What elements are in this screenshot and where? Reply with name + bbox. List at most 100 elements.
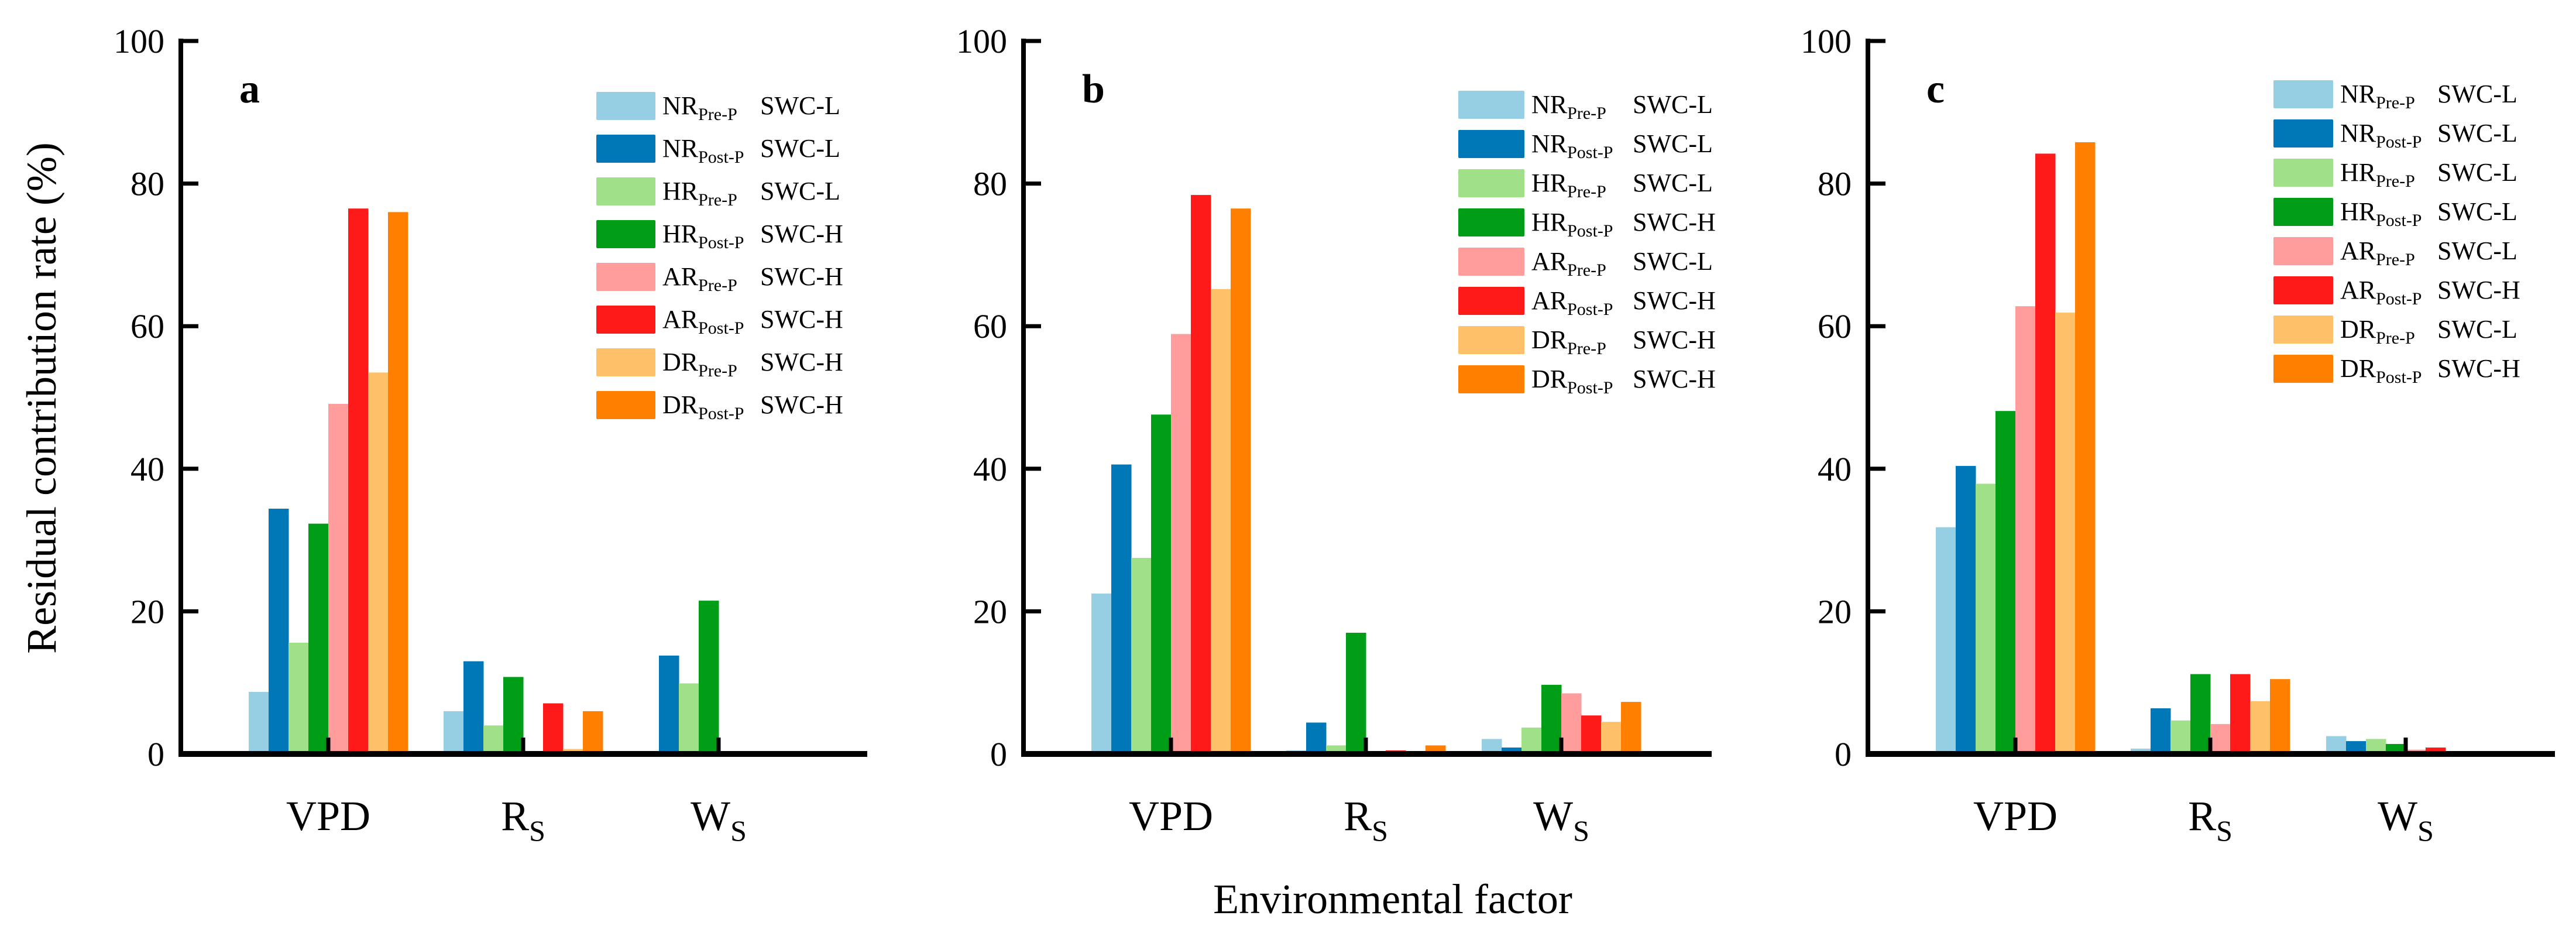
bar-ar-post-p-ws <box>2426 748 2446 754</box>
bar-nr-post-p-ws <box>659 655 679 754</box>
legend-label: HRPre-P <box>1531 169 1606 201</box>
legend-label: DRPre-P <box>662 348 737 380</box>
y-tick-label: 0 <box>1835 735 1852 773</box>
legend-swatch <box>596 263 655 291</box>
legend-item: HRPre-P SWC-L <box>1458 169 1713 201</box>
x-tick-label: RS <box>501 793 545 847</box>
legend-item: DRPre-P SWC-H <box>596 348 843 380</box>
legend-swc-label: SWC-H <box>1633 325 1716 354</box>
bar-hr-post-p-ws <box>1541 684 1562 754</box>
legend-label: NRPost-P <box>662 134 744 167</box>
legend-swc-label: SWC-H <box>760 305 843 334</box>
legend-swatch <box>1458 130 1524 158</box>
y-tick-label: 20 <box>973 592 1007 630</box>
legend-swc-label: SWC-H <box>760 220 843 248</box>
bar-ar-pre-p-vpd <box>1171 334 1191 754</box>
x-tick-label: VPD <box>286 793 370 839</box>
y-tick-label: 80 <box>1818 165 1852 203</box>
legend-swatch <box>2273 198 2333 226</box>
legend-swatch <box>596 135 655 163</box>
legend-swatch <box>2273 119 2333 148</box>
legend-swatch <box>596 92 655 120</box>
legend-swatch <box>2273 316 2333 344</box>
bar-hr-pre-p-vpd <box>1976 484 1996 754</box>
bar-dr-pre-p-vpd <box>1211 289 1231 754</box>
x-tick-label: WS <box>1533 793 1589 847</box>
panel-label: b <box>1082 67 1105 112</box>
y-tick-label: 0 <box>147 735 164 773</box>
bar-hr-pre-p-vpd <box>288 642 309 754</box>
bar-dr-post-p-vpd <box>2075 142 2096 754</box>
bar-nr-post-p-rs <box>463 661 484 754</box>
y-tick-label: 60 <box>130 307 164 345</box>
bar-hr-post-p-vpd <box>1995 411 2016 754</box>
legend-item: HRPre-P SWC-L <box>596 177 840 210</box>
legend-item: HRPost-P SWC-H <box>1458 208 1716 241</box>
bar-hr-pre-p-rs <box>483 725 504 754</box>
bar-hr-pre-p-ws <box>679 683 699 754</box>
legend-item: ARPre-P SWC-L <box>1458 247 1713 280</box>
y-tick-label: 20 <box>1818 592 1852 630</box>
legend-item: ARPre-P SWC-H <box>596 262 843 295</box>
bar-nr-pre-p-rs <box>444 711 464 754</box>
legend-swatch <box>1458 208 1524 236</box>
legend-label: HRPre-P <box>2340 158 2415 191</box>
legend-item: DRPre-P SWC-L <box>2273 315 2517 348</box>
bar-nr-pre-p-vpd <box>249 692 269 754</box>
legend-label: ARPost-P <box>2340 276 2422 308</box>
bar-hr-pre-p-rs <box>2170 720 2191 754</box>
bar-hr-post-p-rs <box>1346 632 1366 754</box>
x-tick-label: RS <box>1344 793 1388 847</box>
legend-label: HRPost-P <box>662 220 744 252</box>
legend-item: HRPost-P SWC-L <box>2273 197 2517 230</box>
legend-swatch <box>2273 355 2333 383</box>
legend-item: DRPost-P SWC-H <box>1458 365 1716 397</box>
y-tick-label: 40 <box>130 450 164 488</box>
legend-label: ARPre-P <box>2340 236 2415 269</box>
bar-nr-post-p-rs <box>2151 708 2171 754</box>
legend-label: DRPost-P <box>1531 365 1613 397</box>
bar-ar-pre-p-vpd <box>328 403 349 754</box>
y-tick-label: 80 <box>973 165 1007 203</box>
bar-hr-pre-p-vpd <box>1131 558 1152 754</box>
y-tick-label: 40 <box>1818 450 1852 488</box>
x-tick-label: WS <box>691 793 747 847</box>
legend-swc-label: SWC-L <box>1633 90 1713 119</box>
legend-swatch <box>2273 237 2333 265</box>
legend-item: HRPre-P SWC-L <box>2273 158 2517 191</box>
y-axis-label: Residual contribution rate (%) <box>18 142 65 654</box>
legend-swatch <box>2273 276 2333 304</box>
legend-label: HRPre-P <box>662 177 737 210</box>
bar-hr-post-p-rs <box>503 677 524 754</box>
legend-swc-label: SWC-L <box>760 91 840 120</box>
legend-label: DRPost-P <box>2340 354 2422 387</box>
y-tick-label: 100 <box>956 22 1007 60</box>
legend-item: HRPost-P SWC-H <box>596 220 843 252</box>
legend-item: NRPre-P SWC-L <box>596 91 840 124</box>
bar-dr-post-p-rs <box>583 711 603 754</box>
legend-swatch <box>596 306 655 334</box>
y-tick-label: 60 <box>1818 307 1852 345</box>
legend-swatch <box>596 391 655 419</box>
legend-swc-label: SWC-H <box>2437 276 2520 304</box>
x-tick-label: VPD <box>1973 793 2058 839</box>
bar-ar-post-p-vpd <box>1191 195 1211 754</box>
legend-swc-label: SWC-L <box>1633 169 1713 197</box>
legend-item: DRPost-P SWC-H <box>2273 354 2520 387</box>
legend-label: DRPre-P <box>2340 315 2415 348</box>
legend-item: ARPost-P SWC-H <box>1458 286 1716 319</box>
legend-swatch <box>2273 159 2333 187</box>
legend-item: NRPost-P SWC-L <box>2273 119 2517 152</box>
y-tick-label: 60 <box>973 307 1007 345</box>
legend-swc-label: SWC-L <box>2437 197 2517 226</box>
legend-label: NRPost-P <box>2340 119 2422 152</box>
legend-swc-label: SWC-L <box>1633 247 1713 276</box>
legend-label: DRPre-P <box>1531 325 1606 358</box>
x-tick-label: RS <box>2188 793 2232 847</box>
bar-dr-pre-p-rs <box>2250 701 2271 754</box>
x-tick-label: VPD <box>1129 793 1213 839</box>
legend-item: DRPost-P SWC-H <box>596 390 843 423</box>
